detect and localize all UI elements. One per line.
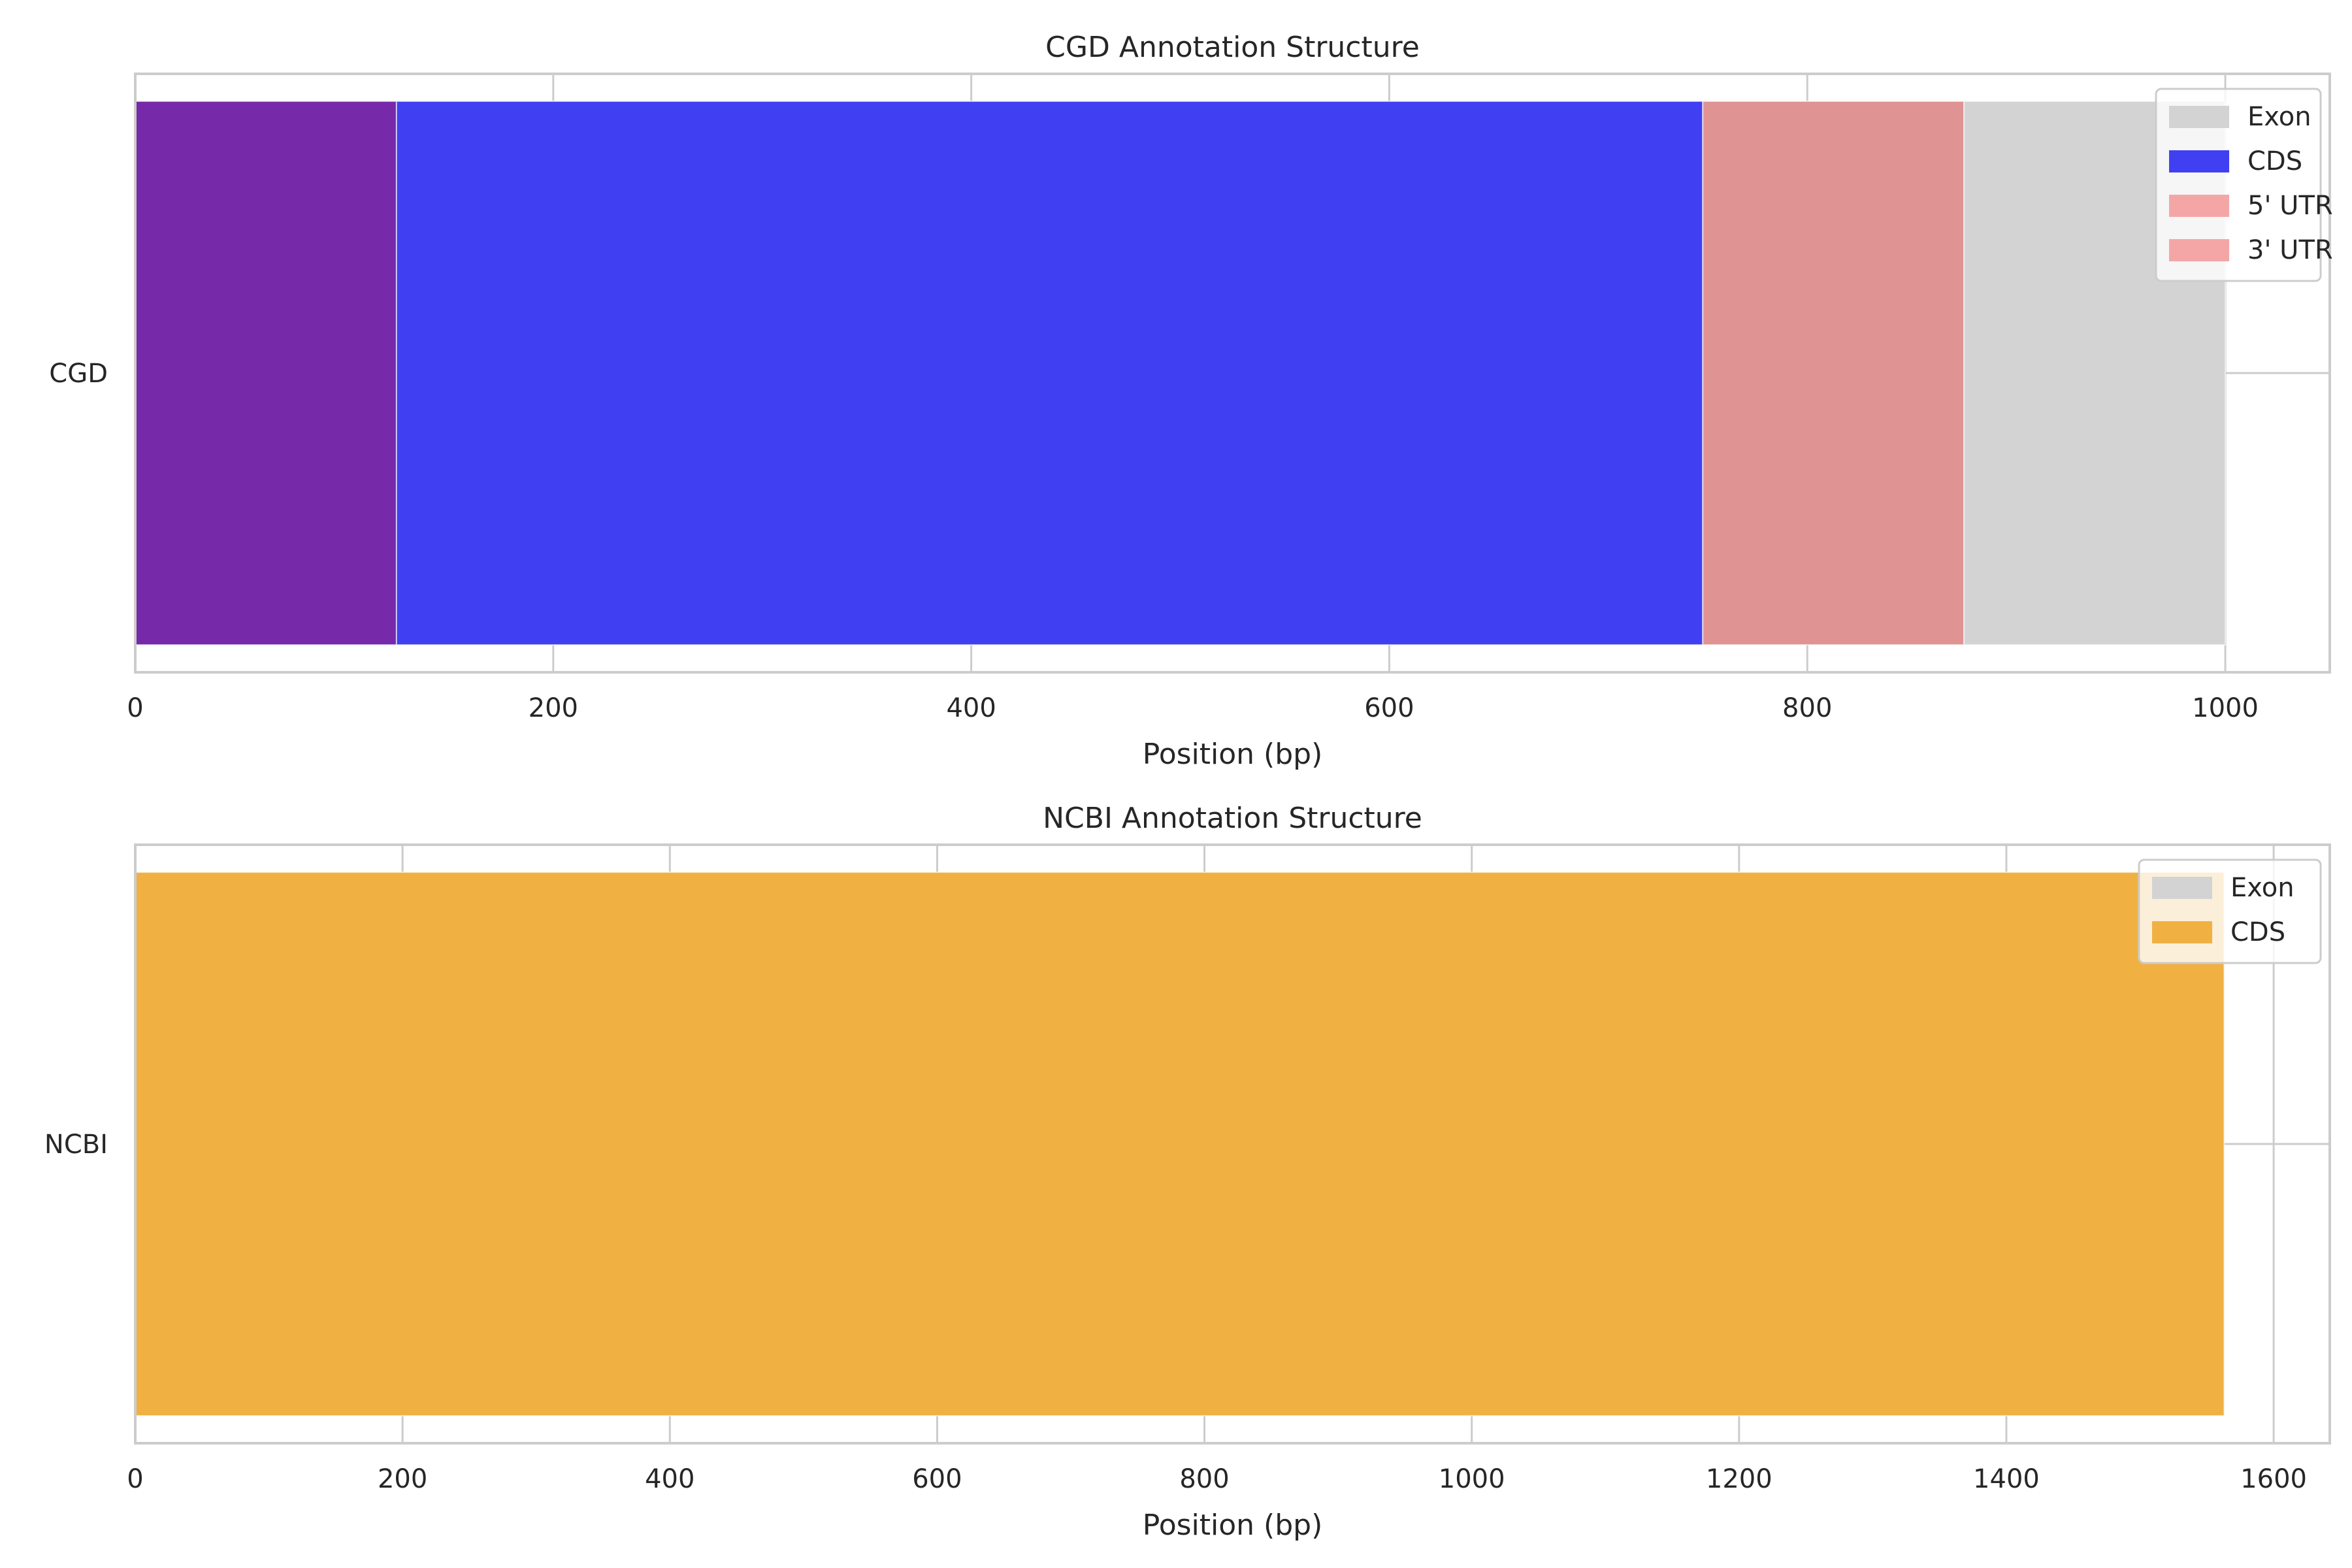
legend-swatch: [2152, 921, 2212, 943]
legend-label: CDS: [2230, 917, 2285, 947]
legend-swatch: [2169, 239, 2229, 261]
x-tick-label: 0: [127, 693, 143, 723]
y-tick-label: NCBI: [44, 1130, 108, 1160]
x-tick-label: 800: [1782, 693, 1832, 723]
legend-swatch: [2169, 195, 2229, 217]
bar-segment: [135, 872, 2225, 1416]
x-tick-label: 1000: [1439, 1464, 1505, 1494]
chart-panel-2: 0 200 400 600 800 1000 1200 1400 1600 NCBI NCBI An…: [44, 802, 2331, 1542]
x-tick-label: 1400: [1973, 1464, 2040, 1494]
x-tick-label: 1200: [1706, 1464, 1772, 1494]
y-tick-label: CGD: [49, 359, 108, 389]
x-tick-label: 1600: [2240, 1464, 2307, 1494]
legend-swatch: [2169, 150, 2229, 172]
axes-frame: [134, 843, 2331, 1445]
legend-label: 5' UTR: [2247, 191, 2333, 221]
x-tick-label: 200: [529, 693, 578, 723]
x-tick-label: 200: [378, 1464, 427, 1494]
x-tick-label: 600: [1364, 693, 1414, 723]
x-tick-label: 800: [1179, 1464, 1229, 1494]
chart-title: CGD Annotation Structure: [1045, 31, 1420, 64]
legend-label: Exon: [2247, 102, 2311, 132]
legend-label: CDS: [2247, 146, 2302, 176]
bar-segment: [135, 101, 397, 645]
axes-frame: [134, 73, 2331, 674]
x-tick-label: 1000: [2192, 693, 2259, 723]
legend-label: 3' UTR: [2247, 235, 2333, 265]
x-axis-label: Position (bp): [1143, 738, 1323, 771]
chart-panel-1: 0 200 400 600 800 1000 CGD CGD Annotation Struc…: [49, 31, 2332, 771]
x-axis-label: Position (bp): [1143, 1509, 1323, 1542]
x-tick-label: 600: [912, 1464, 962, 1494]
x-tick-label: 400: [645, 1464, 694, 1494]
chart-title: NCBI Annotation Structure: [1043, 802, 1422, 835]
bar-segment: [1702, 101, 1965, 645]
x-tick-label: 0: [127, 1464, 143, 1494]
bar-segment: [395, 101, 1704, 645]
legend-swatch: [2152, 877, 2212, 899]
legend-swatch: [2169, 106, 2229, 128]
x-tick-label: 400: [946, 693, 996, 723]
legend-box: [2155, 88, 2322, 282]
legend-label: Exon: [2230, 873, 2295, 903]
